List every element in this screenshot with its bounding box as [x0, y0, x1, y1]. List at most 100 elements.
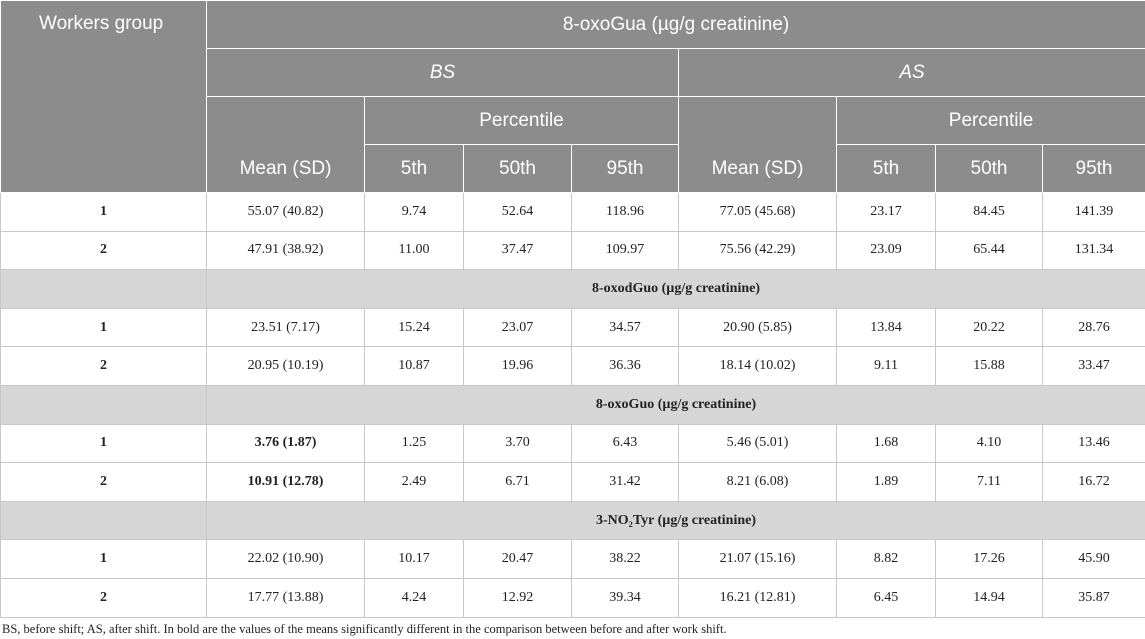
cell: 109.97 [571, 230, 679, 271]
header-cell: 50th [935, 144, 1043, 193]
cell: 141.39 [1041, 192, 1145, 232]
data-row: 1 3.76 (1.87) 1.25 3.70 6.43 5.46 (5.01) 1.68 4… [0, 423, 1145, 464]
cell: 23.07 [463, 307, 572, 348]
cell: 4.10 [935, 423, 1043, 464]
group-cell: 2 [0, 577, 207, 618]
header-cell: Percentile [364, 96, 679, 145]
cell: 1.25 [364, 423, 464, 464]
section-title: 3-NO₂Tyr (µg/g creatinine) [205, 500, 1145, 541]
group-cell: 2 [0, 230, 207, 271]
cell: 55.07 (40.82) [206, 192, 365, 232]
group-cell: 2 [0, 462, 207, 502]
cell: 9.11 [836, 346, 936, 386]
data-row: 2 20.95 (10.19) 10.87 19.96 36.36 18.14 (10.0… [0, 346, 1145, 386]
cell: 131.34 [1041, 230, 1145, 271]
cell: 17.26 [935, 539, 1043, 579]
table-header: Workers group 8-oxoGua (µg/g creatinine)… [0, 0, 1145, 193]
cell: 36.36 [571, 346, 679, 386]
header-cell: 5th [364, 144, 464, 193]
cell: 75.56 (42.29) [678, 230, 837, 271]
header-cell: 95th [571, 144, 679, 193]
cell: 22.02 (10.90) [206, 539, 365, 579]
cell: 11.00 [364, 230, 464, 271]
cell: 20.95 (10.19) [206, 346, 365, 386]
data-row: 1 22.02 (10.90) 10.17 20.47 38.22 21.07 (15.1… [0, 539, 1145, 579]
cell: 118.96 [571, 192, 679, 232]
cell [0, 384, 207, 425]
cell: 19.96 [463, 346, 572, 386]
table-body: 1 55.07 (40.82) 9.74 52.64 118.96 77.05 (45.6… [0, 192, 1145, 618]
cell: 23.51 (7.17) [206, 307, 365, 348]
cell: 2.49 [364, 462, 464, 502]
data-row: 2 10.91 (12.78) 2.49 6.71 31.42 8.21 (6.08) 1.… [0, 462, 1145, 502]
cell: 4.24 [364, 577, 464, 618]
header-cell: Mean (SD) [206, 96, 365, 193]
cell: 31.42 [571, 462, 679, 502]
cell: 77.05 (45.68) [678, 192, 837, 232]
cell: 16.72 [1041, 462, 1145, 502]
cell [0, 500, 207, 541]
cell: 52.64 [463, 192, 572, 232]
cell: 20.47 [463, 539, 572, 579]
cell: 6.45 [836, 577, 936, 618]
header-cell: 95th [1041, 144, 1145, 193]
cell: 16.21 (12.81) [678, 577, 837, 618]
group-cell: 1 [0, 423, 207, 464]
group-cell: 2 [0, 346, 207, 386]
section-row: 3-NO₂Tyr (µg/g creatinine) [0, 500, 1145, 541]
cell: 37.47 [463, 230, 572, 271]
cell: 35.87 [1041, 577, 1145, 618]
cell: 13.84 [836, 307, 936, 348]
cell [0, 269, 207, 309]
data-row: 2 47.91 (38.92) 11.00 37.47 109.97 75.56 (42.… [0, 230, 1145, 271]
header-cell: AS [677, 48, 1145, 97]
cell: 6.71 [463, 462, 572, 502]
header-cell: Mean (SD) [678, 96, 837, 193]
cell: 34.57 [571, 307, 679, 348]
cell: 84.45 [935, 192, 1043, 232]
data-row: 2 17.77 (13.88) 4.24 12.92 39.34 16.21 (12.81… [0, 577, 1145, 618]
cell: 47.91 (38.92) [206, 230, 365, 271]
cell: 9.74 [364, 192, 464, 232]
cell: 20.22 [935, 307, 1043, 348]
cell: 23.09 [836, 230, 936, 271]
cell: 12.92 [463, 577, 572, 618]
cell: 33.47 [1041, 346, 1145, 386]
data-row: 1 23.51 (7.17) 15.24 23.07 34.57 20.90 (5.85)… [0, 307, 1145, 348]
section-row: 8-oxodGuo (µg/g creatinine) [0, 269, 1145, 309]
header-cell: 5th [836, 144, 936, 193]
group-cell: 1 [0, 539, 207, 579]
cell: 20.90 (5.85) [678, 307, 837, 348]
cell: 8.82 [836, 539, 936, 579]
cell: 1.89 [836, 462, 936, 502]
cell: 1.68 [836, 423, 936, 464]
header-cell: BS [206, 48, 679, 97]
section-title: 8-oxoGuo (µg/g creatinine) [205, 384, 1145, 425]
header-cell: 50th [463, 144, 572, 193]
data-table: Workers group 8-oxoGua (µg/g creatinine)… [0, 0, 1145, 618]
cell: 13.46 [1041, 423, 1145, 464]
cell: 5.46 (5.01) [678, 423, 837, 464]
header-cell: 8-oxoGua (µg/g creatinine) [205, 0, 1145, 49]
group-cell: 1 [0, 307, 207, 348]
cell: 39.34 [571, 577, 679, 618]
header-cell: Workers group [0, 0, 207, 193]
cell: 38.22 [571, 539, 679, 579]
cell: 23.17 [836, 192, 936, 232]
footnote: BS, before shift; AS, after shift. In bo… [2, 622, 727, 636]
cell: 21.07 (15.16) [678, 539, 837, 579]
section-title: 8-oxodGuo (µg/g creatinine) [205, 269, 1145, 309]
section-row: 8-oxoGuo (µg/g creatinine) [0, 384, 1145, 425]
cell: 8.21 (6.08) [678, 462, 837, 502]
group-cell: 1 [0, 192, 207, 232]
header-cell: Percentile [835, 96, 1145, 145]
cell: 3.76 (1.87) [206, 423, 365, 464]
cell: 17.77 (13.88) [206, 577, 365, 618]
cell: 7.11 [935, 462, 1043, 502]
data-row: 1 55.07 (40.82) 9.74 52.64 118.96 77.05 (45.6… [0, 192, 1145, 232]
cell: 45.90 [1041, 539, 1145, 579]
cell: 14.94 [935, 577, 1043, 618]
cell: 10.91 (12.78) [206, 462, 365, 502]
cell: 28.76 [1041, 307, 1145, 348]
